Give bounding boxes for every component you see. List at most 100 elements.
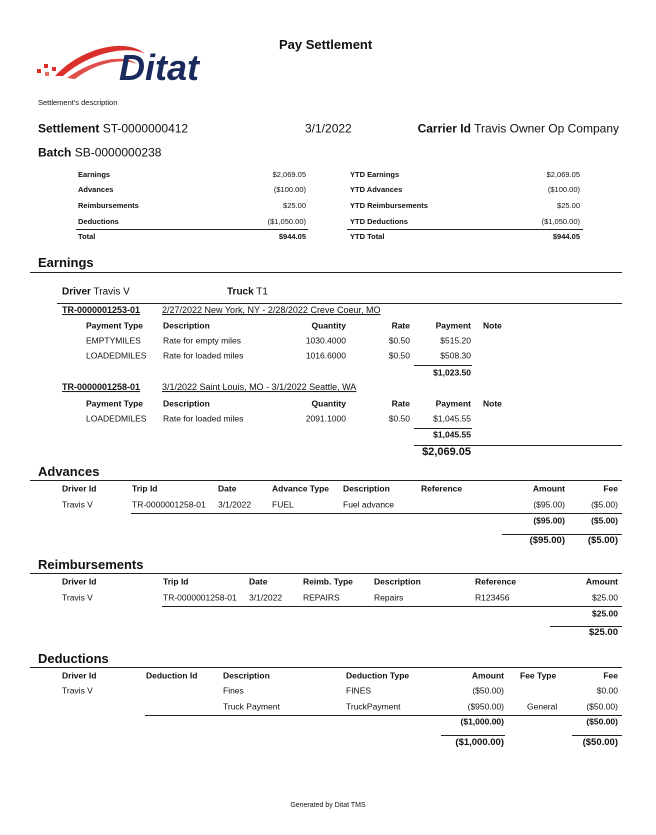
trip-id: TR-0000001253-01 <box>62 305 141 316</box>
divider <box>502 534 622 535</box>
cell-rate: $0.50 <box>388 413 410 424</box>
value: SB-0000000238 <box>74 145 162 160</box>
col-description: Description <box>163 398 210 409</box>
col-deduction-id: Deduction Id <box>146 670 198 681</box>
truck: Truck T1 <box>227 287 268 298</box>
section-title: Advances <box>38 463 100 479</box>
total-amount: ($1,000.00) <box>455 736 504 748</box>
divider <box>57 303 622 304</box>
trip-subtotal: $1,045.55 <box>433 429 471 440</box>
cell-amount: $25.00 <box>592 592 618 603</box>
summary-value: ($100.00) <box>273 184 306 194</box>
ytd-label: YTD Deductions <box>350 216 408 226</box>
cell-type: FUEL <box>272 499 294 510</box>
cell-rate: $0.50 <box>388 350 410 361</box>
cell-description: Rate for loaded miles <box>163 350 244 361</box>
ytd-value: ($1,050.00) <box>541 216 580 226</box>
cell-payment: $1,045.55 <box>433 413 471 424</box>
col-reference: Reference <box>475 576 517 587</box>
ytd-label: YTD Reimbursements <box>350 200 428 210</box>
cell-driver: Travis V <box>62 685 93 696</box>
cell-quantity: 2091.1000 <box>305 413 346 424</box>
cell-quantity: 1016.6000 <box>305 350 346 361</box>
footer: Generated by Ditat TMS <box>290 802 366 810</box>
cell-date: 3/1/2022 <box>249 592 283 603</box>
summary-label: Deductions <box>78 216 119 226</box>
cell-description: Rate for loaded miles <box>163 413 244 424</box>
trip-route: 3/1/2022 Saint Louis, MO - 3/1/2022 Seat… <box>162 382 357 393</box>
driver: Driver Travis V <box>62 287 130 298</box>
cell-rate: $0.50 <box>388 335 410 346</box>
col-amount: Amount <box>532 483 565 494</box>
subtotal-amount: ($95.00) <box>533 515 565 526</box>
cell-fee: ($50.00) <box>586 701 618 712</box>
cell-amount: ($95.00) <box>533 499 565 510</box>
cell-trip: TR-0000001258-01 <box>163 592 237 603</box>
batch-id: Batch SB-0000000238 <box>38 146 161 159</box>
ditat-logo: Ditat <box>33 36 233 88</box>
summary-total-label: Total <box>78 231 96 241</box>
col-fee: Fee <box>603 483 618 494</box>
subtotal-amount: ($1,000.00) <box>460 716 504 727</box>
subtotal-fee: ($5.00) <box>591 515 618 526</box>
col-fee: Fee <box>603 670 618 681</box>
col-driver-id: Driver Id <box>62 483 97 494</box>
label: Truck <box>227 286 254 298</box>
divider <box>131 513 622 514</box>
col-amount: Amount <box>471 670 504 681</box>
col-date: Date <box>249 576 268 587</box>
summary-value: ($1,050.00) <box>267 216 306 226</box>
col-description: Description <box>163 320 210 331</box>
col-description: Description <box>343 483 390 494</box>
value: Travis Owner Op Company <box>474 121 619 136</box>
col-payment: Payment <box>435 320 471 331</box>
summary-total-value: $944.05 <box>278 231 306 241</box>
trip-id: TR-0000001258-01 <box>62 382 141 393</box>
subtotal-fee: ($50.00) <box>586 716 618 727</box>
col-reimb-type: Reimb. Type <box>303 576 353 587</box>
col-description: Description <box>374 576 421 587</box>
cell-description: Fuel advance <box>343 499 395 510</box>
cell-payment: $508.30 <box>440 350 471 361</box>
col-fee-type: Fee Type <box>520 670 557 681</box>
cell-type: REPAIRS <box>303 592 340 603</box>
col-payment-type: Payment Type <box>86 320 144 331</box>
col-driver-id: Driver Id <box>62 670 97 681</box>
col-trip-id: Trip Id <box>132 483 158 494</box>
value: Travis V <box>93 286 130 298</box>
cell-description: Repairs <box>374 592 404 603</box>
cell-description: Truck Payment <box>223 701 280 712</box>
value: T1 <box>256 286 268 298</box>
settlement-id: Settlement ST-0000000412 <box>38 122 188 135</box>
divider <box>414 428 472 429</box>
col-driver-id: Driver Id <box>62 576 97 587</box>
col-trip-id: Trip Id <box>163 576 189 587</box>
col-quantity: Quantity <box>311 320 346 331</box>
summary-label: Reimbursements <box>78 200 139 210</box>
ytd-value: $25.00 <box>557 200 580 210</box>
cell-amount: ($50.00) <box>472 685 504 696</box>
total-fee: ($5.00) <box>587 534 618 546</box>
cell-date: 3/1/2022 <box>218 499 252 510</box>
divider <box>30 573 622 574</box>
cell-type: TruckPayment <box>346 701 401 712</box>
divider <box>414 365 472 366</box>
settlement-description: Settlement's description <box>38 97 118 107</box>
col-rate: Rate <box>391 320 410 331</box>
total-amount: $25.00 <box>588 626 618 638</box>
label: Settlement <box>38 121 100 136</box>
divider <box>550 626 622 627</box>
cell-quantity: 1030.4000 <box>305 335 346 346</box>
col-advance-type: Advance Type <box>272 483 330 494</box>
col-reference: Reference <box>421 483 463 494</box>
label: Batch <box>38 145 72 160</box>
cell-type: LOADEDMILES <box>86 350 147 361</box>
divider <box>441 735 505 736</box>
cell-type: FINES <box>346 685 372 696</box>
section-title: Earnings <box>38 254 94 270</box>
cell-description: Fines <box>223 685 244 696</box>
summary-label: Earnings <box>78 169 111 179</box>
earnings-total: $2,069.05 <box>422 445 471 458</box>
ytd-total-label: YTD Total <box>350 231 385 241</box>
label: Carrier Id <box>417 121 471 136</box>
